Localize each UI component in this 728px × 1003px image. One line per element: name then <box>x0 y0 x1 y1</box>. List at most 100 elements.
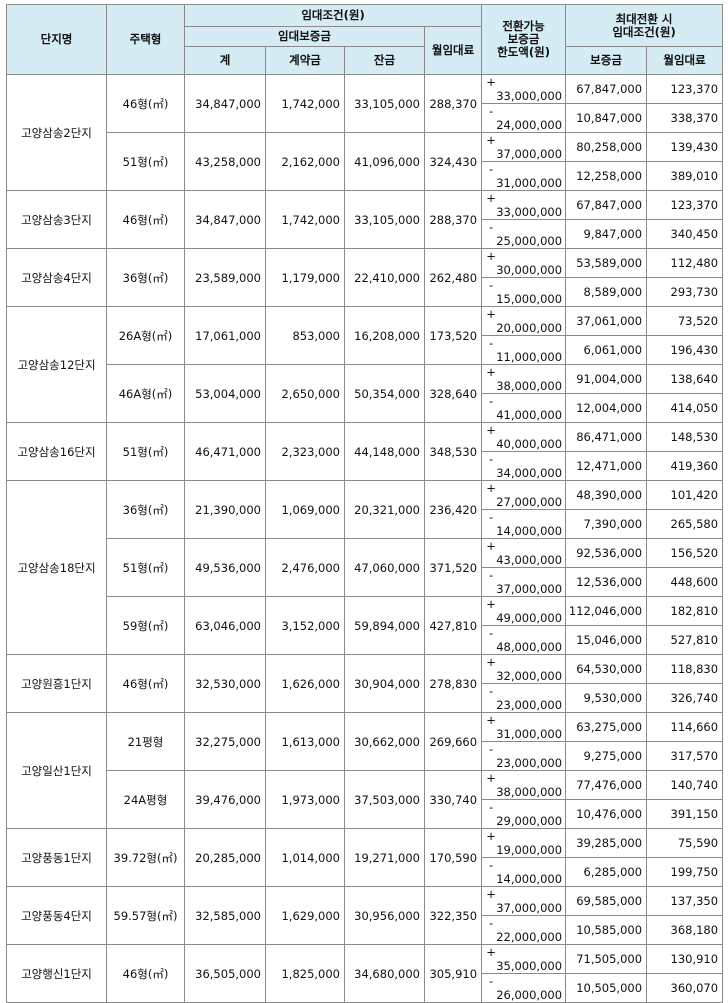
conversion-sign: - <box>488 278 494 293</box>
max-deposit-cell: 10,505,000 <box>565 973 648 1003</box>
max-deposit-cell: 10,585,000 <box>565 915 648 945</box>
table-row: 고양풍동1단지 39.72형(㎡) 20,285,000 1,014,000 19,27… <box>6 828 724 887</box>
conversion-limit-cell: +27,000,000 <box>481 480 567 510</box>
max-monthly-rent-cell: 182,810 <box>646 596 724 626</box>
conversion-limit-cell: -11,000,000 <box>481 335 567 365</box>
balance-cell: 37,503,000 <box>344 770 425 829</box>
conversion-limit-cell: -24,000,000 <box>481 103 567 133</box>
max-monthly-rent-cell: 340,450 <box>646 219 724 249</box>
max-deposit-cell: 77,476,000 <box>565 770 648 800</box>
balance-cell: 34,680,000 <box>344 944 425 1003</box>
conversion-sign: + <box>486 539 496 554</box>
header-conversion-limit-line2: 보증금 <box>507 32 540 46</box>
deposit-total-cell: 63,046,000 <box>184 596 266 655</box>
conversion-sign: - <box>488 452 494 467</box>
balance-cell: 30,904,000 <box>344 654 425 713</box>
conversion-amount: 25,000,000 <box>496 234 563 248</box>
house-type-cell: 59형(㎡) <box>106 596 185 655</box>
complex-name-cell: 고양삼송4단지 <box>6 248 107 307</box>
conversion-sign: + <box>486 423 496 438</box>
conversion-amount: 37,000,000 <box>496 901 563 915</box>
table-row: 24A평형 39,476,000 1,973,000 37,503,000 330,74… <box>7 770 724 829</box>
deposit-total-cell: 21,390,000 <box>184 480 266 539</box>
conversion-limit-cell: -22,000,000 <box>481 915 567 945</box>
header-max-conversion-line2: 임대조건(원) <box>612 24 676 39</box>
deposit-total-cell: 36,505,000 <box>184 944 266 1003</box>
max-deposit-cell: 69,585,000 <box>565 886 648 916</box>
monthly-rent-cell: 173,520 <box>423 306 483 365</box>
conversion-sign: - <box>488 916 494 931</box>
deposit-total-cell: 49,536,000 <box>184 538 266 597</box>
complex-name-cell: 고양삼송2단지 <box>6 74 107 191</box>
max-deposit-cell: 9,275,000 <box>565 741 648 771</box>
conversion-sign: - <box>488 626 494 641</box>
max-monthly-rent-cell: 527,810 <box>646 625 724 655</box>
header-conversion-limit: 전환가능 보증금 한도액(원) <box>481 4 567 75</box>
max-monthly-rent-cell: 196,430 <box>646 335 724 365</box>
monthly-rent-cell: 236,420 <box>423 480 483 539</box>
monthly-rent-cell: 330,740 <box>423 770 483 829</box>
complex-name-cell: 고양풍동4단지 <box>6 886 107 945</box>
balance-cell: 47,060,000 <box>344 538 425 597</box>
conversion-sign: - <box>488 742 494 757</box>
house-type-cell: 39.72형(㎡) <box>106 828 185 887</box>
monthly-rent-cell: 324,430 <box>423 132 483 191</box>
balance-cell: 30,956,000 <box>344 886 425 945</box>
conversion-limit-cell: -25,000,000 <box>481 219 567 249</box>
max-deposit-cell: 6,061,000 <box>565 335 648 365</box>
header-conversion-limit-line3: 한도액(원) <box>497 45 550 59</box>
deposit-total-cell: 23,589,000 <box>184 248 266 307</box>
monthly-rent-cell: 371,520 <box>423 538 483 597</box>
deposit-total-cell: 34,847,000 <box>184 190 266 249</box>
table-row: 51형(㎡) 43,258,000 2,162,000 41,096,000 324,4… <box>7 132 724 191</box>
header-max-conversion: 최대전환 시 임대조건(원) <box>565 4 724 47</box>
max-deposit-cell: 12,536,000 <box>565 567 648 597</box>
conversion-amount: 30,000,000 <box>496 263 563 277</box>
table-row: -11,000,000 6,061,000 196,430 <box>7 335 724 365</box>
max-monthly-rent-cell: 265,580 <box>646 509 724 539</box>
balance-cell: 33,105,000 <box>344 74 425 133</box>
conversion-limit-cell: +19,000,000 <box>481 828 567 858</box>
conversion-limit-cell: +37,000,000 <box>481 886 567 916</box>
table-row: -34,000,000 12,471,000 419,360 <box>7 451 724 481</box>
max-deposit-cell: 91,004,000 <box>565 364 648 394</box>
max-deposit-cell: 12,471,000 <box>565 451 648 481</box>
conversion-amount: 49,000,000 <box>496 611 563 625</box>
max-monthly-rent-cell: 130,910 <box>646 944 724 974</box>
max-deposit-cell: 9,847,000 <box>565 219 648 249</box>
max-deposit-cell: 8,589,000 <box>565 277 648 307</box>
conversion-sign: + <box>486 307 496 322</box>
conversion-sign: + <box>486 887 496 902</box>
down-payment-cell: 1,742,000 <box>265 74 345 133</box>
monthly-rent-cell: 322,350 <box>423 886 483 945</box>
conversion-amount: 14,000,000 <box>496 872 563 886</box>
header-max-conversion-line1: 최대전환 시 <box>615 11 673 26</box>
max-monthly-rent-cell: 317,570 <box>646 741 724 771</box>
house-type-cell: 46A형(㎡) <box>106 364 185 423</box>
conversion-amount: 41,000,000 <box>496 408 563 422</box>
max-monthly-rent-cell: 148,530 <box>646 422 724 452</box>
conversion-sign: + <box>486 133 496 148</box>
house-type-cell: 21평형 <box>106 712 185 771</box>
conversion-limit-cell: -14,000,000 <box>481 857 567 887</box>
down-payment-cell: 2,650,000 <box>265 364 345 423</box>
conversion-limit-cell: +33,000,000 <box>481 190 567 220</box>
house-type-cell: 59.57형(㎡) <box>106 886 185 945</box>
deposit-total-cell: 39,476,000 <box>184 770 266 829</box>
max-monthly-rent-cell: 414,050 <box>646 393 724 423</box>
complex-name-cell: 고양행신1단지 <box>6 944 107 1003</box>
complex-name-cell: 고양삼송3단지 <box>6 190 107 249</box>
conversion-sign: - <box>488 220 494 235</box>
conversion-sign: - <box>488 104 494 119</box>
conversion-limit-cell: -15,000,000 <box>481 277 567 307</box>
house-type-cell: 24A평형 <box>106 770 185 829</box>
max-monthly-rent-cell: 138,640 <box>646 364 724 394</box>
deposit-total-cell: 43,258,000 <box>184 132 266 191</box>
table-row: -24,000,000 10,847,000 338,370 <box>7 103 724 133</box>
max-deposit-cell: 80,258,000 <box>565 132 648 162</box>
conversion-limit-cell: +20,000,000 <box>481 306 567 336</box>
house-type-cell: 26A형(㎡) <box>106 306 185 365</box>
down-payment-cell: 2,476,000 <box>265 538 345 597</box>
max-deposit-cell: 67,847,000 <box>565 190 648 220</box>
table-row: 고양삼송4단지 36형(㎡) 23,589,000 1,179,000 22,410,0… <box>6 248 724 307</box>
